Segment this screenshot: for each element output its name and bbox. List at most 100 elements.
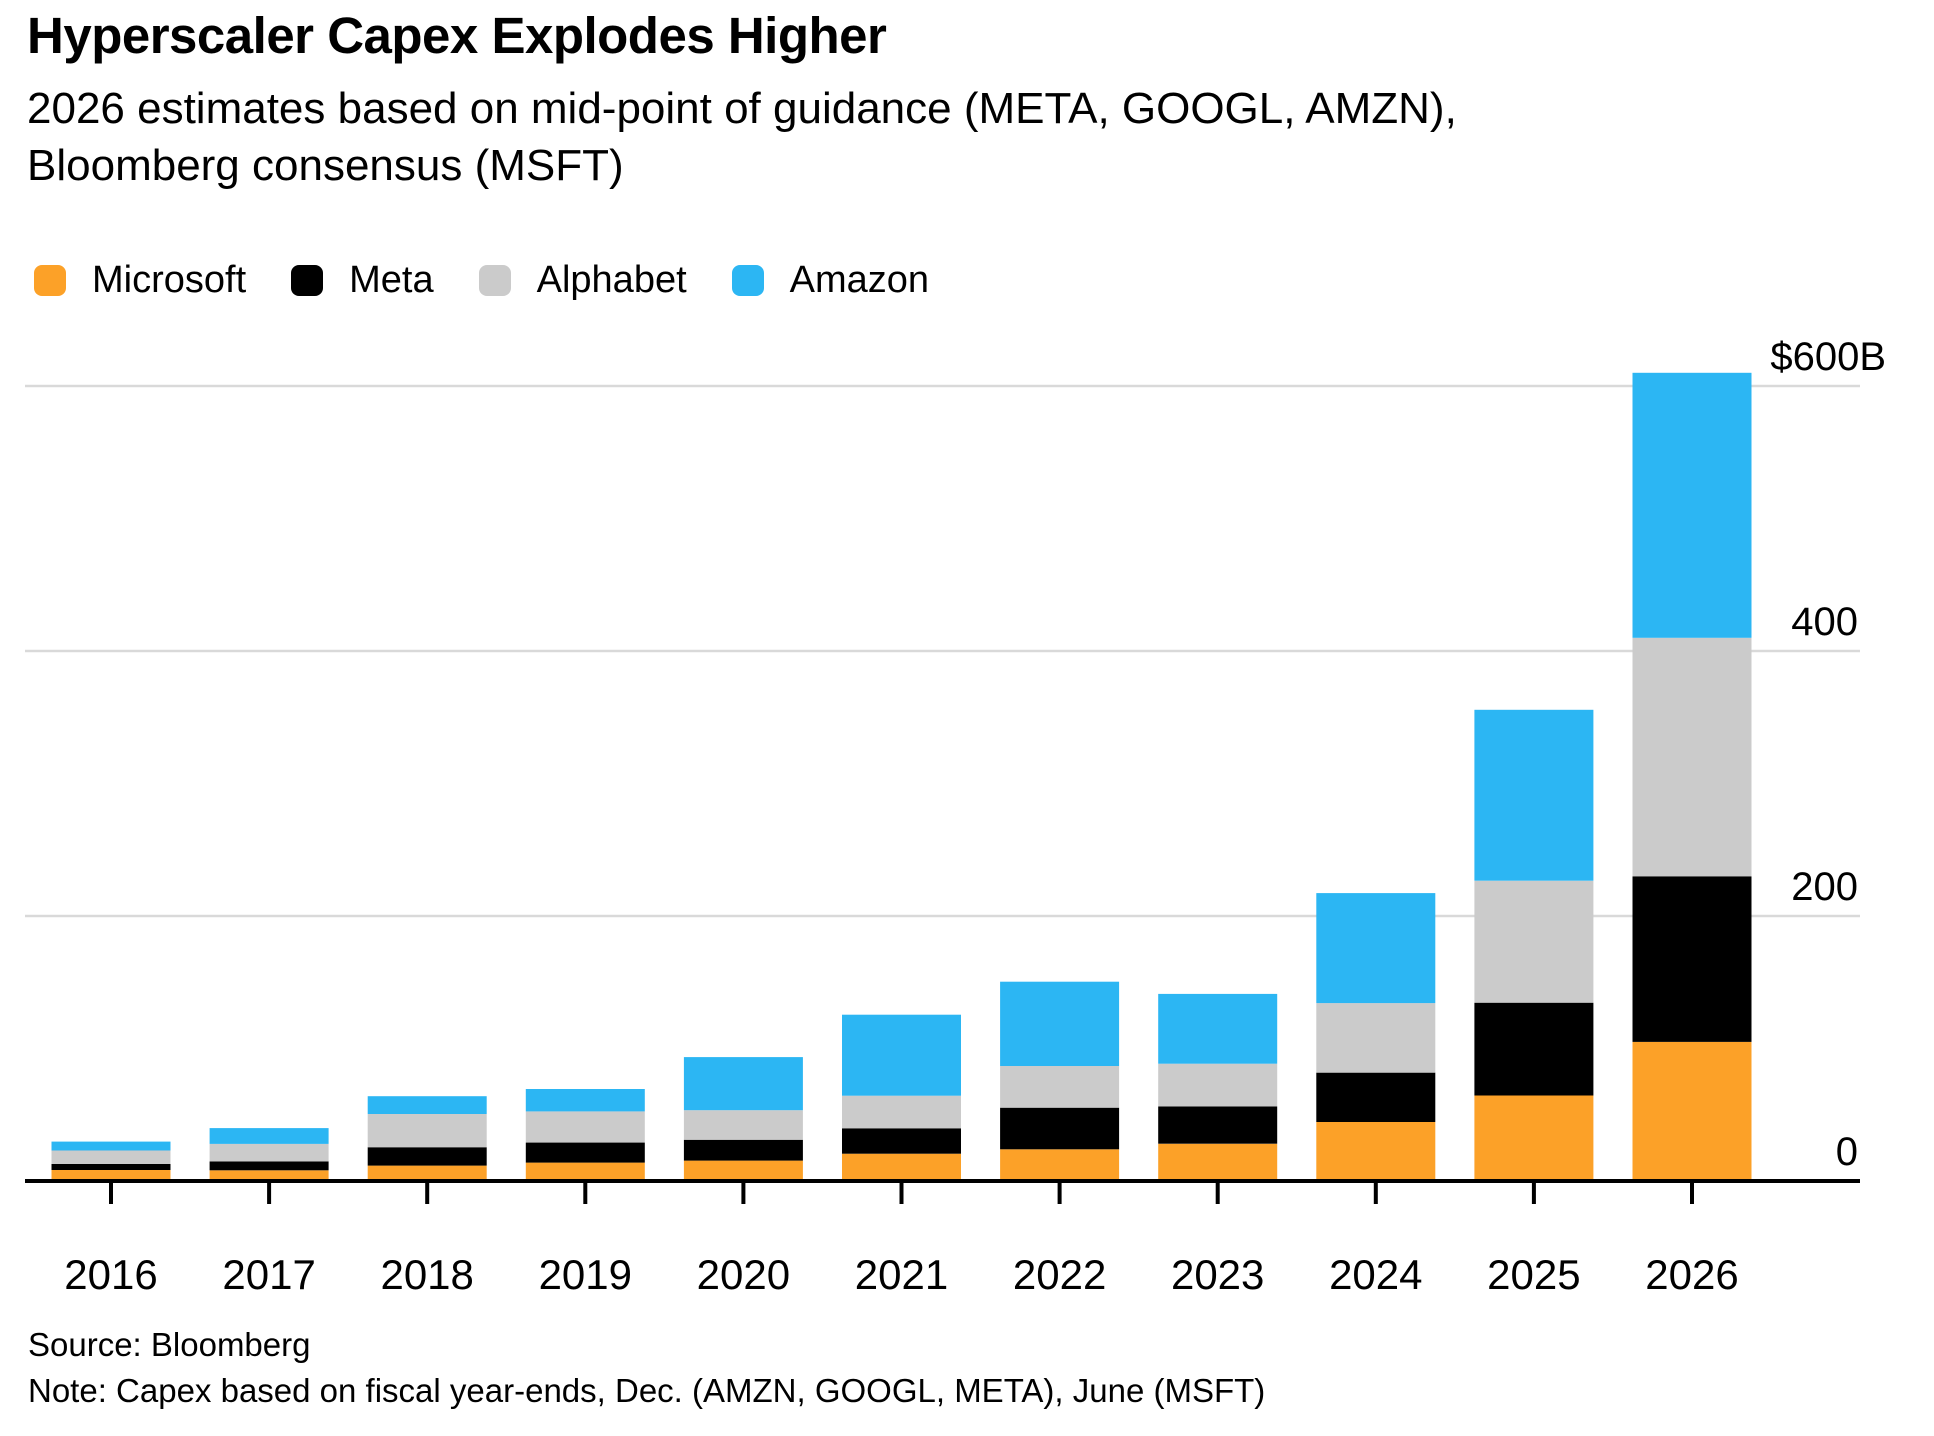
x-axis-label-2022: 2022 [1013, 1251, 1106, 1298]
x-axis-tick-2021 [899, 1181, 904, 1204]
bar-2026 [1632, 372, 1752, 1181]
y-axis-label-600: $600B [1770, 335, 1886, 379]
legend-label: Amazon [789, 259, 930, 301]
bar-segment-2025-amazon [1474, 709, 1594, 881]
bar-2019 [525, 1089, 645, 1181]
bar-segment-2026-alphabet [1632, 637, 1752, 877]
bar-segment-2021-meta [842, 1128, 961, 1154]
bar-segment-2017-amazon [209, 1128, 329, 1144]
bar-segment-2024-alphabet [1316, 1003, 1436, 1073]
bar-segment-2016-microsoft [51, 1170, 171, 1181]
bar-segment-2022-meta [1000, 1107, 1120, 1150]
x-axis-tick-2024 [1373, 1181, 1378, 1204]
bar-2018 [367, 1096, 487, 1181]
bar-2022 [1000, 981, 1120, 1181]
page-subtitle: 2026 estimates based on mid-point of gui… [27, 84, 1457, 190]
bar-2023 [1158, 993, 1278, 1181]
x-axis-tick-2025 [1531, 1181, 1536, 1204]
bar-segment-2023-alphabet [1158, 1063, 1278, 1107]
chart-legend: Microsoft Meta Alphabet Amazon [34, 261, 929, 299]
x-axis-label-2016: 2016 [64, 1251, 157, 1298]
bar-2024 [1316, 893, 1436, 1181]
bar-segment-2023-amazon [1158, 993, 1278, 1064]
x-axis-label-2020: 2020 [697, 1251, 790, 1298]
x-axis-label-2024: 2024 [1329, 1251, 1422, 1298]
bar-2020 [683, 1057, 803, 1181]
x-axis-label-2018: 2018 [380, 1251, 473, 1298]
source-line: Source: Bloomberg [28, 1326, 311, 1363]
legend-swatch-alphabet [478, 264, 511, 296]
bar-segment-2019-microsoft [525, 1162, 645, 1181]
bar-segment-2017-alphabet [209, 1143, 329, 1162]
bar-segment-2021-microsoft [842, 1153, 961, 1181]
bar-segment-2026-amazon [1632, 372, 1752, 638]
bar-segment-2021-alphabet [842, 1095, 961, 1129]
bar-segment-2016-meta [51, 1164, 171, 1170]
bar-segment-2024-amazon [1316, 893, 1436, 1004]
x-axis-label-2017: 2017 [222, 1251, 315, 1298]
x-axis-label-2019: 2019 [539, 1251, 632, 1298]
legend-item-amazon: Amazon [731, 259, 930, 301]
bar-2016 [51, 1141, 171, 1181]
bar-segment-2017-microsoft [209, 1170, 329, 1181]
bar-segment-2016-amazon [51, 1141, 171, 1151]
note-line: Note: Capex based on fiscal year-ends, D… [28, 1372, 1266, 1409]
x-axis-tick-2019 [583, 1181, 588, 1204]
bar-segment-2025-meta [1474, 1002, 1594, 1096]
x-axis-label-2025: 2025 [1487, 1251, 1580, 1298]
bar-segment-2020-alphabet [683, 1110, 803, 1140]
chart-footer: Source: Bloomberg Note: Capex based on f… [28, 1322, 1265, 1414]
x-axis-tick-2016 [109, 1181, 113, 1204]
bar-segment-2022-alphabet [1000, 1066, 1120, 1108]
bar-segment-2023-meta [1158, 1106, 1278, 1144]
legend-item-meta: Meta [291, 259, 434, 301]
bar-segment-2025-alphabet [1474, 880, 1594, 1003]
bar-2017 [209, 1128, 329, 1181]
bar-segment-2026-meta [1632, 876, 1752, 1042]
bar-2021 [842, 1014, 961, 1181]
x-axis-label-2023: 2023 [1171, 1251, 1264, 1298]
legend-swatch-meta [291, 264, 324, 296]
legend-swatch-amazon [731, 264, 764, 296]
bar-segment-2018-microsoft [367, 1165, 487, 1181]
legend-item-microsoft: Microsoft [34, 261, 246, 299]
bar-segment-2023-microsoft [1158, 1143, 1278, 1181]
bar-segment-2019-alphabet [525, 1111, 645, 1143]
x-axis-label-2021: 2021 [855, 1251, 948, 1298]
bar-segment-2021-amazon [842, 1014, 961, 1096]
bar-segment-2022-microsoft [1000, 1149, 1120, 1181]
y-axis-label-200: 200 [1791, 865, 1858, 909]
legend-item-alphabet: Alphabet [478, 259, 687, 301]
bar-segment-2024-meta [1316, 1072, 1436, 1122]
bar-segment-2018-meta [367, 1147, 487, 1166]
x-axis-tick-2023 [1215, 1181, 1220, 1204]
bar-segment-2018-alphabet [367, 1114, 487, 1148]
bar-2025 [1474, 709, 1594, 1181]
x-axis-tick-2020 [741, 1181, 746, 1204]
y-axis-label-0: 0 [1836, 1130, 1858, 1174]
bar-segment-2026-microsoft [1632, 1041, 1752, 1181]
bar-segment-2022-amazon [1000, 981, 1120, 1066]
bar-segment-2018-amazon [367, 1096, 487, 1114]
x-axis-tick-2026 [1690, 1181, 1694, 1204]
y-axis-label-400: 400 [1791, 600, 1858, 644]
page-title: Hyperscaler Capex Explodes Higher [27, 7, 887, 64]
x-axis-line [25, 1179, 1860, 1183]
bar-segment-2019-amazon [525, 1089, 645, 1112]
bar-segment-2020-microsoft [683, 1160, 803, 1181]
bar-segment-2024-microsoft [1316, 1122, 1436, 1181]
bar-segment-2020-meta [683, 1139, 803, 1161]
x-axis-tick-2017 [267, 1181, 272, 1204]
x-axis-tick-2022 [1057, 1181, 1062, 1204]
legend-label: Alphabet [536, 259, 687, 301]
legend-swatch-microsoft [34, 264, 66, 296]
legend-label: Meta [349, 259, 434, 301]
x-axis-tick-2018 [425, 1181, 430, 1204]
bar-segment-2020-amazon [683, 1057, 803, 1111]
bar-segment-2017-meta [209, 1161, 329, 1171]
legend-label: Microsoft [92, 259, 247, 301]
bar-segment-2016-alphabet [51, 1150, 171, 1164]
bar-segment-2019-meta [525, 1142, 645, 1163]
bar-segment-2025-microsoft [1474, 1095, 1594, 1181]
